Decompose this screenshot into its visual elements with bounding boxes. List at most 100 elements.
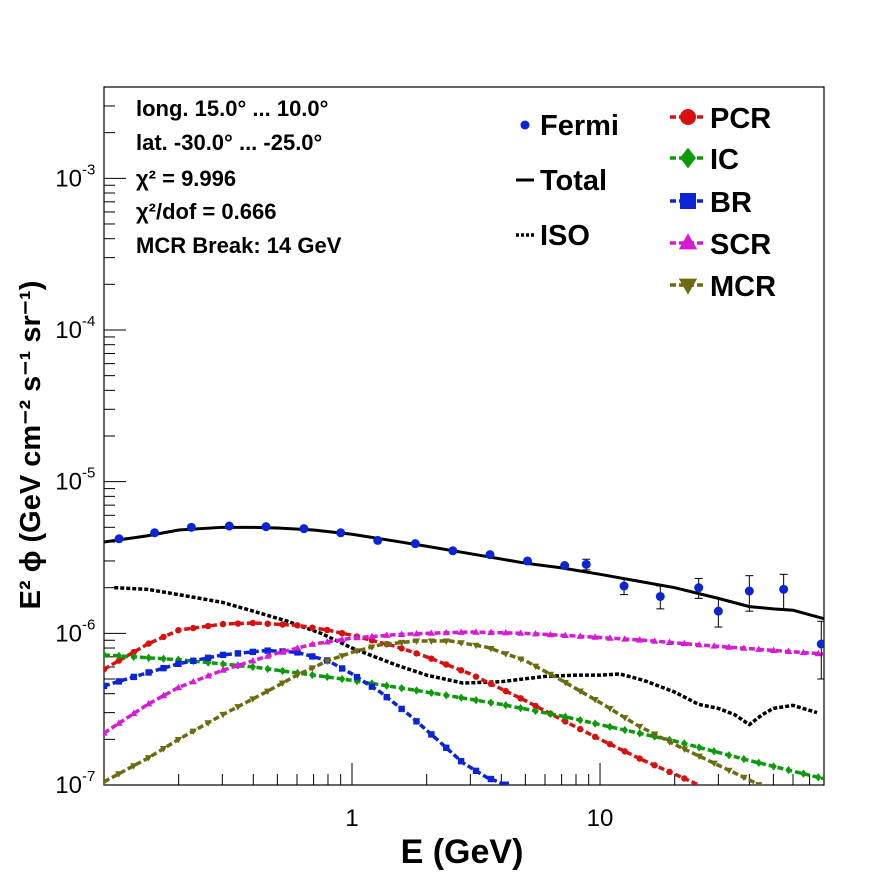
series-point-pcr xyxy=(636,755,643,762)
series-point-pcr xyxy=(324,626,331,634)
series-point-mcr xyxy=(264,688,272,695)
series-point-scr xyxy=(104,729,108,736)
series-point-ic xyxy=(338,674,346,684)
series-total xyxy=(104,525,824,621)
series-point-br xyxy=(145,669,152,676)
series-point-mcr xyxy=(293,672,302,679)
series-point-scr xyxy=(383,631,391,638)
fermi-point xyxy=(744,586,754,596)
series-point-br xyxy=(428,731,435,738)
x-tick-label: 10 xyxy=(587,805,614,832)
series-point-ic xyxy=(487,698,495,707)
series-point-br xyxy=(472,767,480,775)
series-point-pcr xyxy=(681,775,688,782)
series-point-mcr xyxy=(204,720,212,727)
series-point-scr xyxy=(293,644,302,651)
series-point-pcr xyxy=(428,655,435,662)
fermi-point xyxy=(114,534,124,544)
series-point-pcr xyxy=(234,620,242,627)
fermi-point xyxy=(261,522,271,532)
series-point-scr xyxy=(814,649,822,657)
series-point-pcr xyxy=(562,718,569,725)
series-point-mcr xyxy=(219,711,227,719)
legend-iso-label: ISO xyxy=(540,220,590,252)
series-point-br xyxy=(219,651,227,659)
series-point-pcr xyxy=(190,624,197,632)
series-point-ic xyxy=(770,762,777,771)
series-point-scr xyxy=(412,629,421,637)
series-point-mcr xyxy=(115,771,123,778)
series-point-ic xyxy=(502,701,509,710)
series-point-ic xyxy=(428,688,435,697)
series-point-br xyxy=(457,758,465,765)
series-point-mcr xyxy=(561,679,569,687)
series-point-ic xyxy=(562,712,569,722)
series-point-br xyxy=(115,678,123,685)
legend-total-label: Total xyxy=(540,165,607,197)
series-point-mcr xyxy=(472,642,480,650)
series-point-mcr xyxy=(144,755,153,762)
series-point-scr xyxy=(427,629,436,636)
series-layer xyxy=(104,525,824,785)
series-point-ic xyxy=(324,672,331,682)
series-point-scr xyxy=(189,677,197,685)
legend-marker-scr xyxy=(678,233,698,250)
series-point-scr xyxy=(174,683,183,691)
series-point-scr xyxy=(650,637,659,644)
series-point-mcr xyxy=(606,705,614,713)
series-point-mcr xyxy=(740,774,748,782)
fermi-point xyxy=(816,639,824,649)
fermi-point xyxy=(299,524,309,534)
series-point-scr xyxy=(516,629,525,636)
series-point-br xyxy=(309,653,316,660)
series-point-scr xyxy=(204,672,212,679)
series-point-pcr xyxy=(606,740,614,748)
series-point-scr xyxy=(755,645,763,652)
series-point-mcr xyxy=(353,648,361,655)
series-point-scr xyxy=(695,640,703,648)
series-point-ic xyxy=(104,650,108,660)
series-point-ic xyxy=(309,670,316,680)
series-point-mcr xyxy=(397,639,406,647)
series-point-scr xyxy=(576,632,584,639)
series-point-scr xyxy=(159,691,168,699)
legend-marker-pcr xyxy=(680,109,696,125)
legend-marker-mcr xyxy=(678,278,698,295)
series-point-ic xyxy=(740,754,748,764)
y-axis-label: E² ϕ (GeV cm⁻² s⁻¹ sr⁻¹) xyxy=(15,281,47,610)
fermi-point xyxy=(522,556,532,566)
series-point-ic xyxy=(621,725,629,735)
series-point-ic xyxy=(457,693,465,702)
series-point-br xyxy=(190,657,197,665)
series-point-scr xyxy=(249,656,257,664)
series-point-scr xyxy=(278,648,287,655)
series-point-mcr xyxy=(665,739,674,746)
series-point-scr xyxy=(323,638,331,645)
series-point-br xyxy=(413,718,420,725)
series-point-mcr xyxy=(174,736,183,744)
series-point-ic xyxy=(249,662,257,672)
fermi-point xyxy=(373,535,383,545)
series-point-mcr xyxy=(636,723,644,731)
series-line-iso xyxy=(114,585,818,727)
series-point-ic xyxy=(517,703,524,713)
series-point-pcr xyxy=(576,725,584,733)
series-point-ic xyxy=(785,765,792,775)
series-point-scr xyxy=(636,636,644,643)
legend-item-br: BR xyxy=(670,187,752,219)
series-point-scr xyxy=(115,719,123,726)
legend-fermi-label: Fermi xyxy=(540,110,619,142)
series-point-scr xyxy=(769,646,778,653)
fermi-point xyxy=(150,528,160,538)
fermi-point xyxy=(186,522,196,532)
series-point-pcr xyxy=(219,620,227,628)
series-scr xyxy=(104,628,824,736)
fermi-point xyxy=(655,591,665,601)
legend-item-pcr: PCR xyxy=(670,103,771,135)
series-point-ic xyxy=(725,751,733,760)
y-tick-label-exponent: -3 xyxy=(82,161,95,178)
series-point-scr xyxy=(130,709,138,717)
legend-label-mcr: MCR xyxy=(710,271,776,303)
series-point-mcr xyxy=(338,653,346,660)
